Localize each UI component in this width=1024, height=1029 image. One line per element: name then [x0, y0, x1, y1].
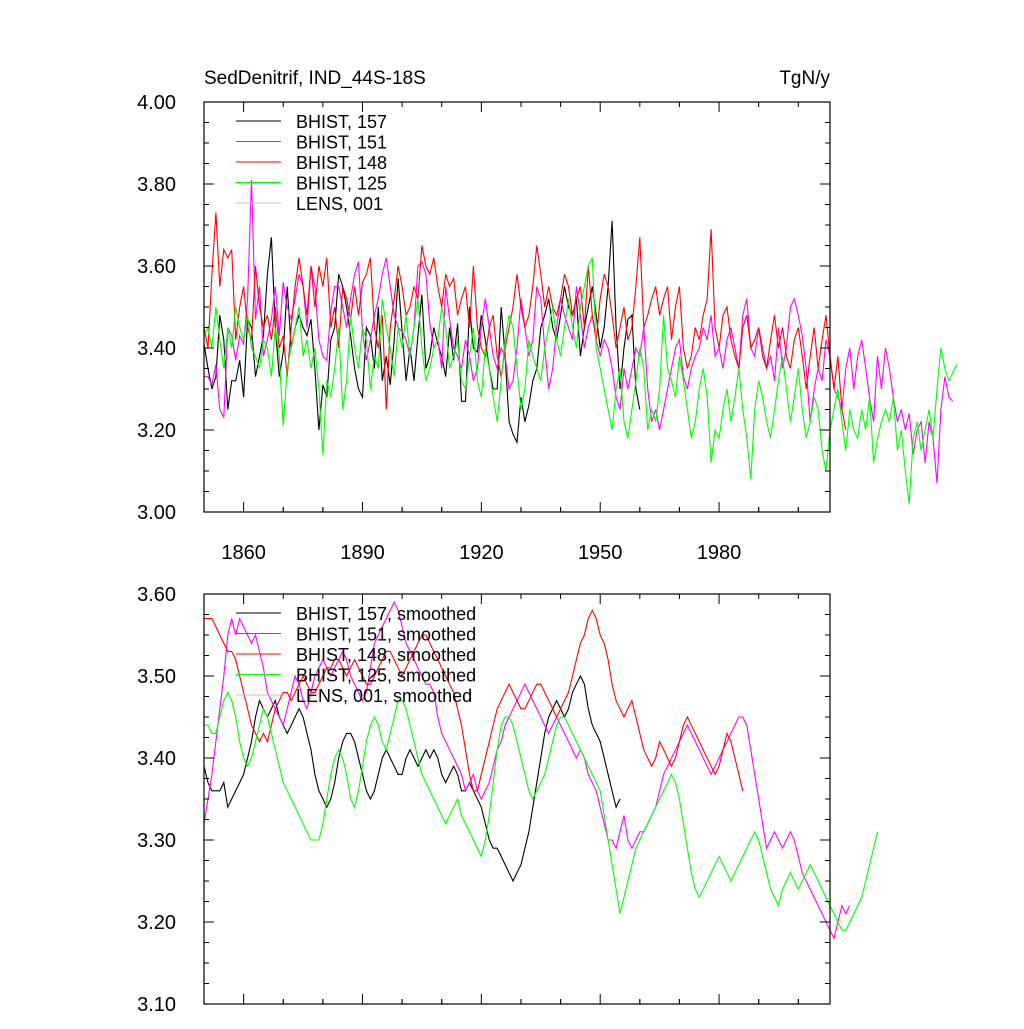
x-tick-label: 1950 [578, 542, 623, 564]
top-title: SedDenitrif, IND_44S-18S [204, 68, 426, 89]
legend-label: BHIST, 125 [296, 174, 387, 194]
y-tick-label: 3.30 [137, 830, 176, 852]
y-tick-label: 3.50 [137, 666, 176, 688]
top-panel: 3.00 3.20 3.40 3.60 3.80 4.00 1860 1890 1920 1950… [137, 92, 958, 564]
legend-label: BHIST, 151, smoothed [296, 625, 476, 645]
top-units: TgN/y [779, 68, 830, 89]
y-tick-label: 3.40 [137, 748, 176, 770]
x-tick-label: 1860 [221, 542, 266, 564]
legend-label: LENS, 001, smoothed [296, 686, 472, 706]
legend-label: BHIST, 148, smoothed [296, 645, 476, 665]
legend-label: BHIST, 125, smoothed [296, 666, 476, 686]
y-tick-label: 3.00 [137, 502, 176, 524]
y-tick-label: 3.60 [137, 584, 176, 606]
bottom-panel: 3.10 3.20 3.30 3.40 3.50 3.60 BHIST, 157, smoo… [137, 584, 879, 1016]
series-line-bhist-157-smoothed [203, 674, 621, 883]
y-tick-label: 3.60 [137, 256, 176, 278]
legend-label: BHIST, 157, smoothed [296, 604, 476, 624]
x-tick-label: 1890 [340, 542, 385, 564]
legend-label: BHIST, 157 [296, 112, 387, 132]
series-line-bhist-125 [203, 257, 958, 504]
y-tick-label: 3.10 [137, 994, 176, 1016]
series-line-bhist-157 [203, 220, 641, 445]
y-tick-label: 3.80 [137, 174, 176, 196]
series-line-bhist-151-smoothed [203, 600, 851, 941]
legend-label: LENS, 001 [296, 194, 383, 214]
y-tick-label: 3.40 [137, 338, 176, 360]
y-tick-label: 4.00 [137, 92, 176, 114]
y-tick-label: 3.20 [137, 420, 176, 442]
x-tick-label: 1920 [459, 542, 504, 564]
y-tick-label: 3.20 [137, 912, 176, 934]
legend-label: BHIST, 148 [296, 153, 387, 173]
legend-label: BHIST, 151 [296, 133, 387, 153]
series-line-bhist-125-smoothed [204, 691, 879, 931]
x-tick-label: 1980 [697, 542, 742, 564]
series-line-bhist-148-smoothed [204, 609, 744, 792]
